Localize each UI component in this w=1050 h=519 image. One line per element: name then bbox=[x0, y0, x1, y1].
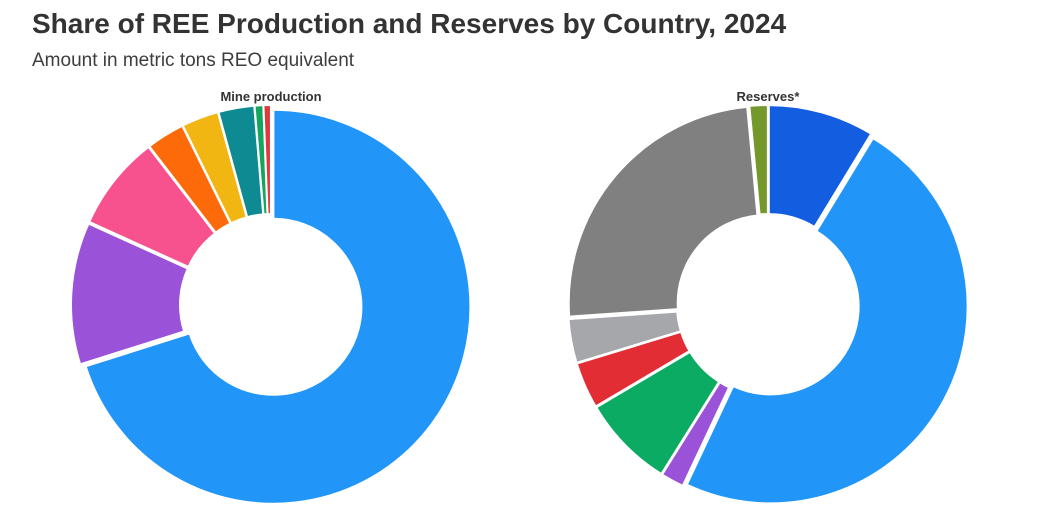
reserves-slice-4 bbox=[595, 350, 721, 476]
reserves-slice-6 bbox=[567, 310, 682, 364]
reserves-slice-7 bbox=[567, 105, 759, 318]
reserves-slice-8 bbox=[748, 104, 769, 216]
mine-production-title: Mine production bbox=[220, 89, 322, 104]
mine-production-chart: Mine production bbox=[21, 85, 521, 519]
reserves-slice-1 bbox=[767, 104, 873, 228]
reserves-donut bbox=[567, 104, 969, 505]
chart-title: Share of REE Production and Reserves by … bbox=[32, 8, 787, 39]
chart-subtitle: Amount in metric tons REO equivalent bbox=[32, 50, 355, 71]
mine-production-donut bbox=[70, 104, 472, 505]
production-slice-1 bbox=[84, 108, 472, 505]
production-slice-3 bbox=[88, 145, 216, 268]
reserves-chart: Reserves* bbox=[518, 85, 1018, 519]
production-slice-2 bbox=[70, 222, 189, 366]
production-slice-8 bbox=[262, 104, 272, 216]
reserves-title: Reserves* bbox=[736, 89, 800, 104]
reserves-slice-2 bbox=[685, 137, 969, 505]
